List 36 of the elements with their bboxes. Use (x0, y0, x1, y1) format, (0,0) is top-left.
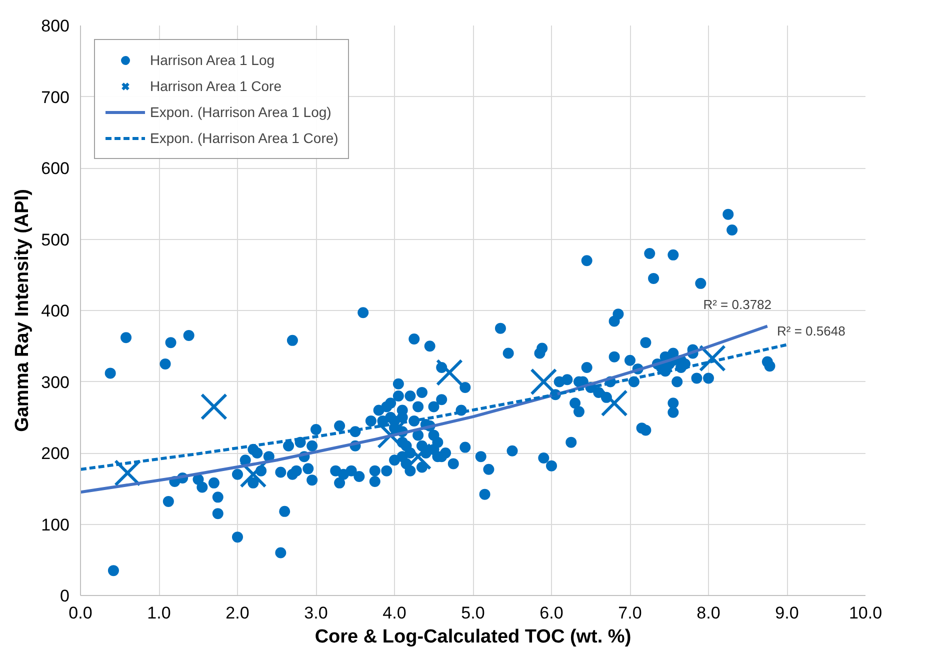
y-tick-label: 200 (41, 444, 70, 463)
y-tick-label: 400 (41, 302, 70, 320)
x-tick-label: 8.0 (696, 604, 720, 622)
y-tick-label: 0 (60, 586, 70, 606)
y-axis-title: Gamma Ray Intensity (API) (12, 189, 34, 432)
x-tick-label: 7.0 (618, 604, 642, 622)
x-tick-label: 0.0 (68, 604, 92, 622)
legend-label: Harrison Area 1 Core (150, 78, 282, 94)
legend-label: Harrison Area 1 Log (150, 52, 275, 68)
y-tick-label: 300 (41, 372, 70, 392)
line-series (80, 324, 769, 494)
x-tick-label: 2.0 (226, 604, 250, 622)
legend-label: Expon. (Harrison Area 1 Log) (150, 104, 332, 120)
x-axis-title: Core & Log-Calculated TOC (wt. %) (314, 626, 632, 648)
y-tick-label: 600 (41, 159, 70, 178)
point (240, 460, 267, 488)
annotation: R² = 0.3782 (703, 297, 772, 312)
y-tick-label: 700 (41, 88, 70, 107)
x-tick-label: 6.0 (540, 604, 564, 622)
y-tick-label: 100 (41, 515, 70, 534)
y-tick-label: 500 (41, 230, 70, 250)
point (698, 344, 726, 372)
x-tick-label: 1.0 (147, 604, 171, 622)
x-tick-label: 3.0 (304, 604, 328, 622)
legend-label: Expon. (Harrison Area 1 Core) (150, 130, 338, 146)
x-tick-label: 5.0 (461, 604, 485, 622)
x-tick-label: 10.0 (848, 604, 882, 622)
point (114, 459, 142, 486)
annotation: R² = 0.5648 (777, 324, 846, 339)
point (600, 390, 628, 417)
x-tick-label: 9.0 (775, 604, 799, 622)
y-tick-label: 800 (41, 16, 70, 36)
x-tick-label: 4.0 (382, 604, 406, 622)
point (436, 358, 463, 386)
point (530, 368, 558, 396)
point (200, 393, 228, 420)
